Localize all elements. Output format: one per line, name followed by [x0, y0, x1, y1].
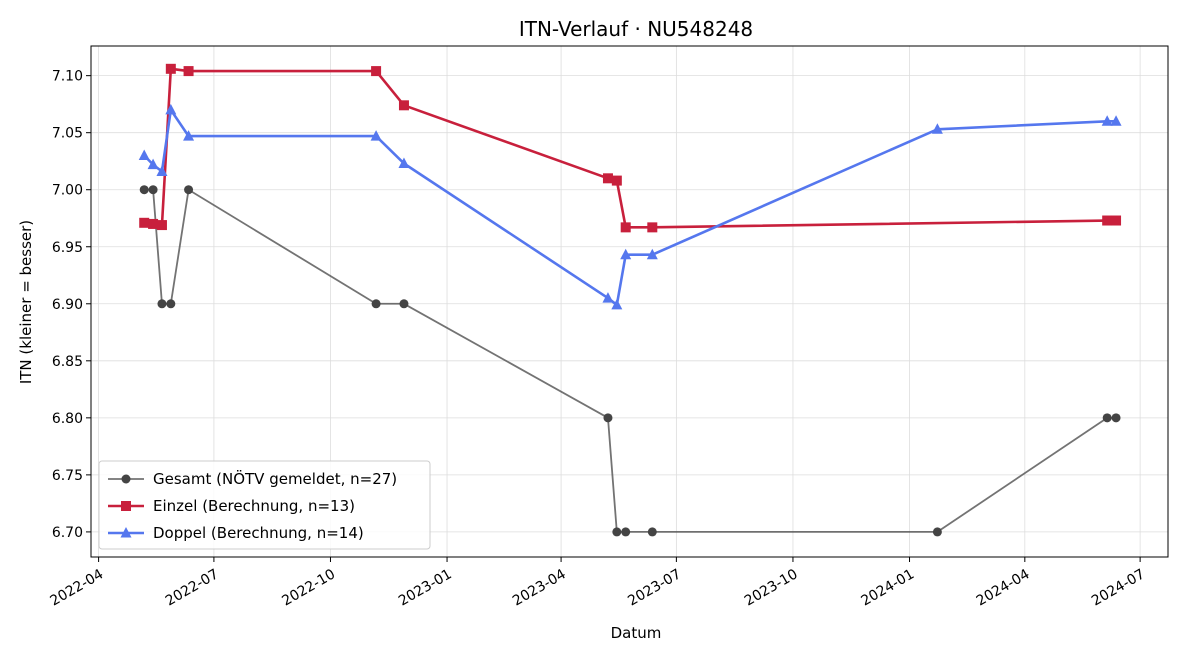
data-point	[611, 175, 622, 186]
data-point	[1111, 215, 1122, 226]
data-point	[165, 63, 176, 74]
data-point	[165, 103, 177, 115]
x-tick-label: 2023-04	[510, 566, 569, 609]
y-tick-label: 6.80	[52, 411, 83, 427]
x-tick-label: 2022-04	[48, 566, 107, 609]
data-point	[139, 185, 149, 195]
y-tick-label: 6.70	[52, 525, 83, 541]
data-point	[621, 527, 631, 537]
y-tick-label: 6.90	[52, 297, 83, 313]
data-point	[139, 217, 150, 228]
data-point	[398, 100, 409, 111]
data-point	[371, 299, 381, 309]
series-triangle	[138, 103, 1122, 310]
series-circle	[139, 185, 1121, 537]
data-point	[1111, 413, 1121, 423]
x-tick-label: 2022-10	[279, 566, 338, 609]
data-point	[647, 222, 658, 233]
data-point	[156, 220, 167, 231]
y-tick-label: 7.10	[52, 69, 83, 85]
data-point	[1110, 115, 1122, 126]
data-point	[612, 527, 622, 537]
legend-label: Einzel (Berechnung, n=13)	[153, 497, 355, 515]
legend: Gesamt (NÖTV gemeldet, n=27) Einzel (Bere…	[98, 460, 431, 550]
data-point	[1102, 215, 1113, 226]
legend-label: Doppel (Berechnung, n=14)	[153, 524, 364, 542]
x-tick-label: 2023-10	[742, 566, 801, 609]
series-line	[144, 67, 1117, 229]
x-tick-label: 2022-07	[163, 566, 222, 609]
x-tick-label: 2024-01	[858, 566, 917, 609]
data-point	[647, 527, 657, 537]
plot-frame	[90, 45, 1169, 558]
y-tick-label: 6.75	[52, 468, 83, 484]
legend-item: Einzel (Berechnung, n=13)	[108, 497, 355, 515]
data-point	[611, 298, 623, 310]
data-point	[184, 185, 194, 195]
series-square	[139, 63, 1122, 233]
data-point	[1101, 115, 1113, 126]
y-tick-label: 7.05	[52, 126, 83, 142]
data-point	[371, 66, 382, 77]
data-point	[183, 66, 194, 77]
data-point	[602, 292, 614, 303]
y-axis-title: ITN (kleiner = besser)	[17, 220, 35, 384]
x-axis-title: Datum	[611, 624, 662, 642]
legend-item: Doppel (Berechnung, n=14)	[108, 524, 364, 542]
y-tick-label: 6.95	[52, 240, 83, 256]
data-point	[166, 299, 176, 309]
legend-marker	[121, 474, 131, 484]
legend-marker	[120, 527, 132, 538]
data-point	[398, 157, 410, 168]
data-point	[620, 222, 631, 233]
data-point	[148, 185, 158, 195]
x-tick-label: 2023-07	[625, 566, 684, 609]
data-point	[138, 149, 150, 160]
series-line	[143, 108, 1117, 307]
data-point	[399, 299, 409, 309]
data-point	[603, 413, 613, 423]
data-point	[157, 299, 167, 309]
x-tick-label: 2023-01	[396, 566, 455, 609]
data-point	[932, 527, 942, 537]
data-point	[1102, 413, 1112, 423]
data-point	[148, 218, 159, 229]
data-point	[931, 123, 943, 134]
legend-box	[98, 460, 431, 550]
y-tick-label: 7.00	[52, 183, 83, 199]
grid-lines	[91, 46, 1168, 557]
x-tick-label: 2024-07	[1089, 566, 1148, 609]
legend-marker	[121, 501, 131, 511]
data-point	[620, 248, 632, 260]
y-tick-label: 6.85	[52, 354, 83, 370]
data-point	[156, 165, 168, 176]
x-tick-label: 2024-04	[974, 566, 1033, 609]
data-point	[602, 173, 613, 184]
data-point	[183, 130, 195, 141]
data-point	[370, 130, 382, 141]
legend-item: Gesamt (NÖTV gemeldet, n=27)	[108, 469, 397, 488]
data-point	[147, 158, 159, 170]
series-group	[138, 63, 1122, 537]
data-point	[646, 248, 658, 260]
chart-title: ITN-Verlauf · NU548248	[519, 17, 753, 41]
legend-label: Gesamt (NÖTV gemeldet, n=27)	[153, 469, 397, 488]
